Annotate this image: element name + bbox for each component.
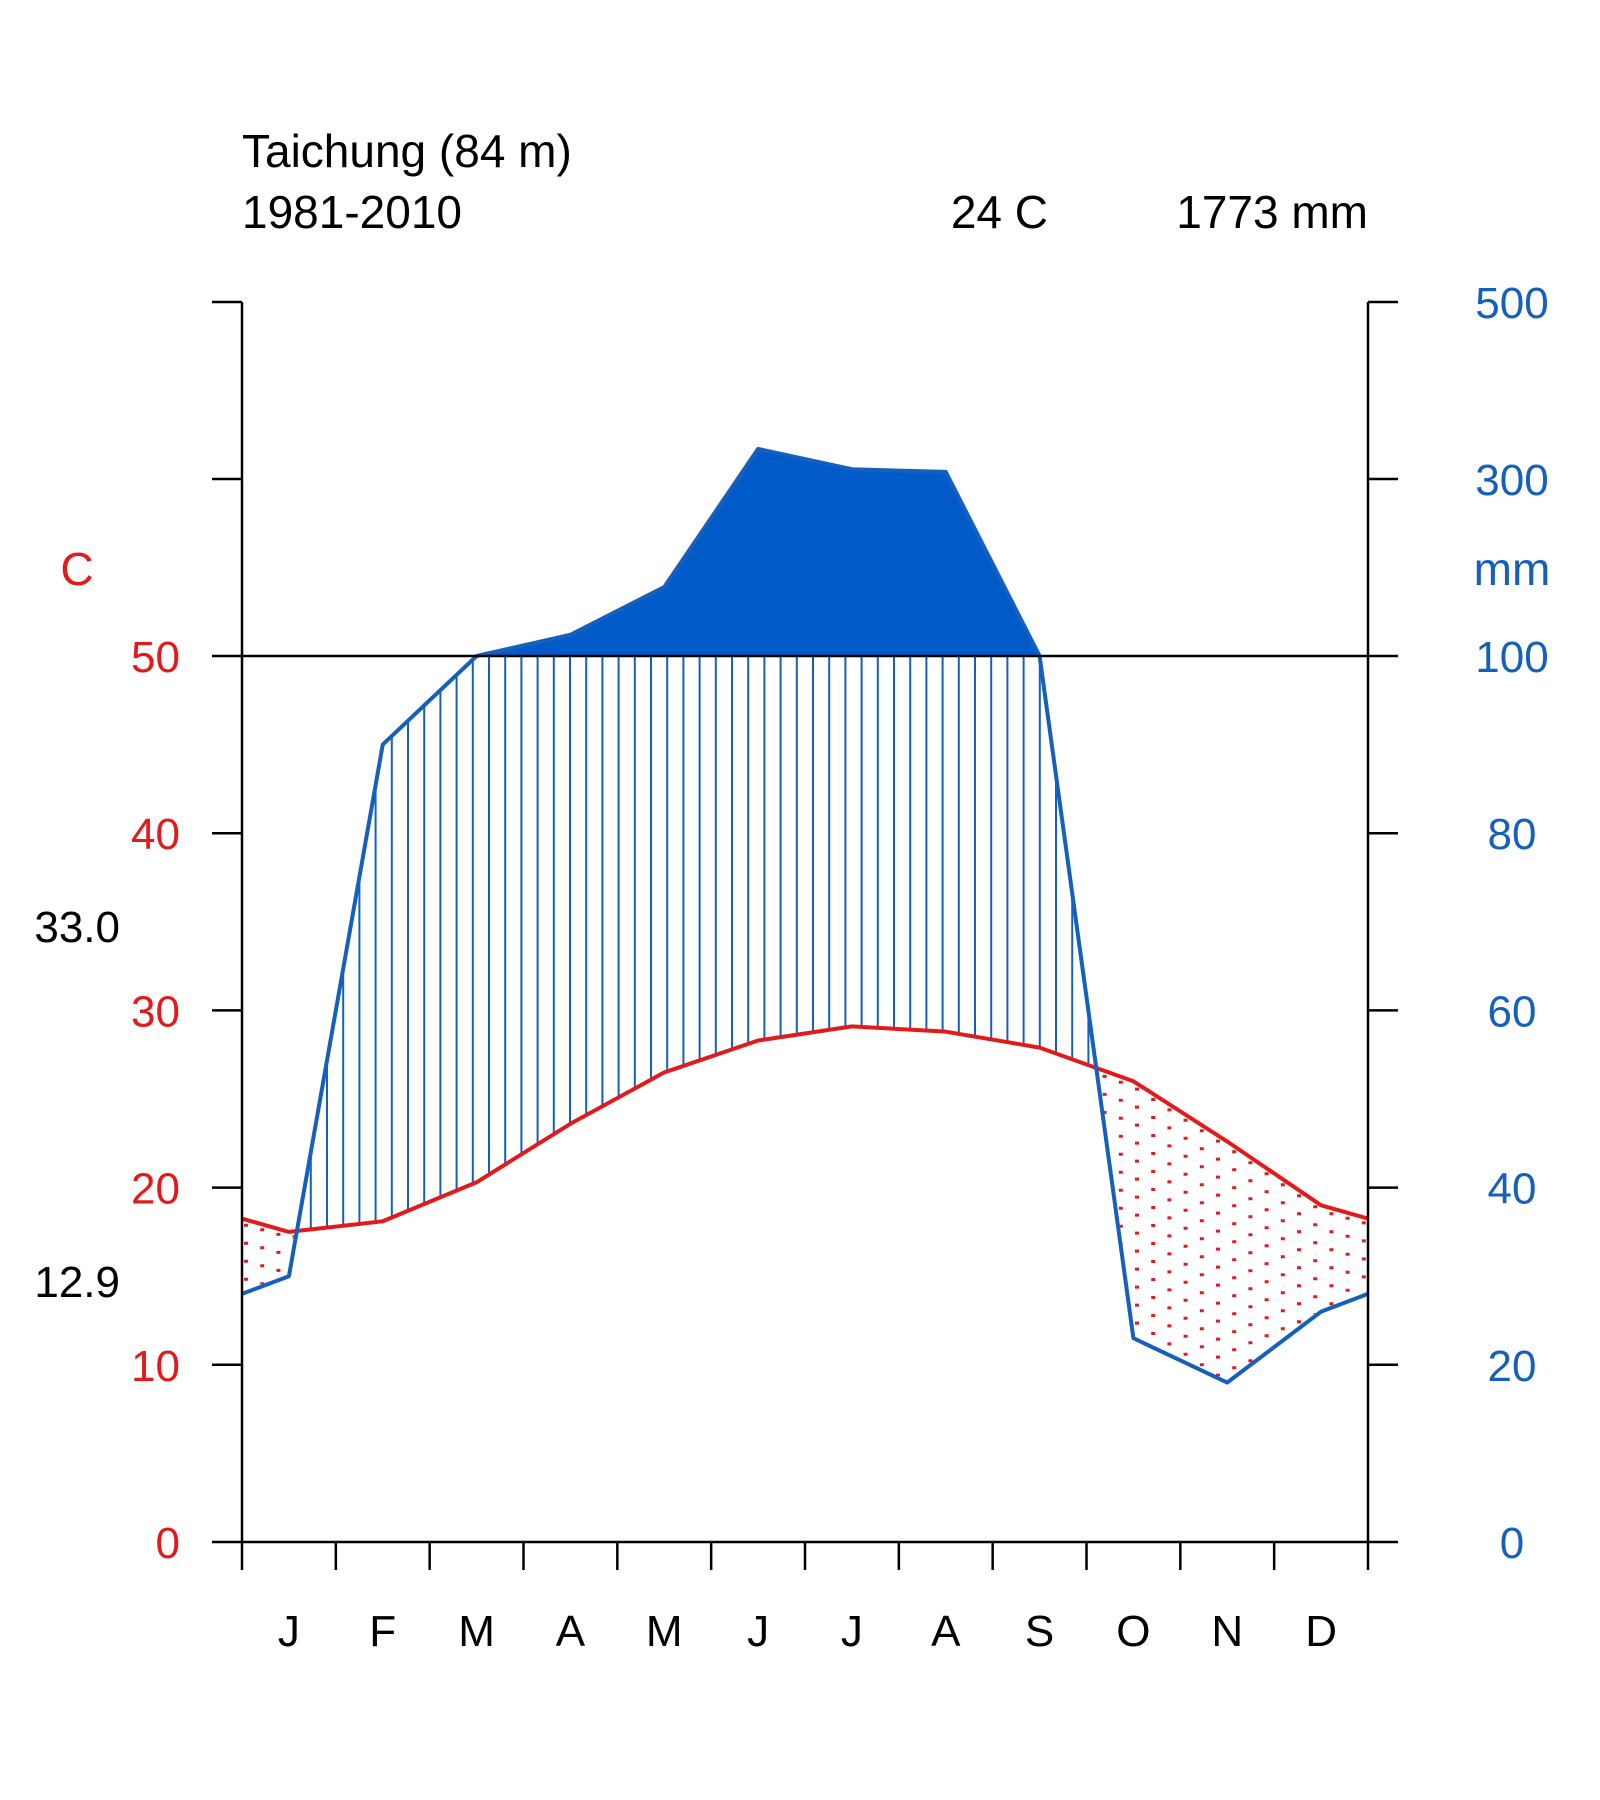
right-tick-label: 80 — [1488, 810, 1537, 859]
fill-layer — [244, 449, 1366, 1377]
left-tick-label: 0 — [156, 1519, 180, 1568]
month-label: O — [1116, 1607, 1150, 1656]
right-tick-label: 0 — [1500, 1519, 1524, 1568]
max-temperature-label: 33.0 — [34, 903, 120, 952]
left-tick-label: 10 — [131, 1342, 180, 1391]
month-label: S — [1025, 1607, 1054, 1656]
perhumid-fill-area — [478, 449, 1038, 656]
month-label: F — [369, 1607, 396, 1656]
right-tick-label: 40 — [1488, 1165, 1537, 1214]
right-tick-label: 300 — [1475, 456, 1548, 505]
series-layer — [242, 446, 1368, 1385]
temperature-line — [242, 1024, 1368, 1234]
left-tick-label: 40 — [131, 810, 180, 859]
period-label: 1981-2010 — [242, 186, 462, 238]
min-temperature-label: 12.9 — [34, 1258, 120, 1307]
month-label: J — [841, 1607, 863, 1656]
month-label: M — [646, 1607, 683, 1656]
annual-precipitation-label: 1773 mm — [1176, 186, 1368, 238]
left-tick-label: 30 — [131, 987, 180, 1036]
right-tick-label: 60 — [1488, 987, 1537, 1036]
month-label: J — [747, 1607, 769, 1656]
month-label: D — [1305, 1607, 1337, 1656]
station-title: Taichung (84 m) — [242, 125, 572, 177]
month-label: J — [278, 1607, 300, 1656]
mean-temperature-label: 24 C — [951, 186, 1048, 238]
month-label: A — [931, 1607, 961, 1656]
temperature-unit-label: C — [60, 543, 93, 595]
month-label: M — [458, 1607, 495, 1656]
month-label: A — [556, 1607, 586, 1656]
precipitation-line — [242, 446, 1368, 1385]
precipitation-unit-label: mm — [1474, 543, 1551, 595]
right-tick-label: 20 — [1488, 1342, 1537, 1391]
right-tick-label: 500 — [1475, 279, 1548, 328]
left-tick-label: 20 — [131, 1165, 180, 1214]
month-label: N — [1211, 1607, 1243, 1656]
left-tick-label: 50 — [131, 633, 180, 682]
right-tick-label: 100 — [1475, 633, 1548, 682]
